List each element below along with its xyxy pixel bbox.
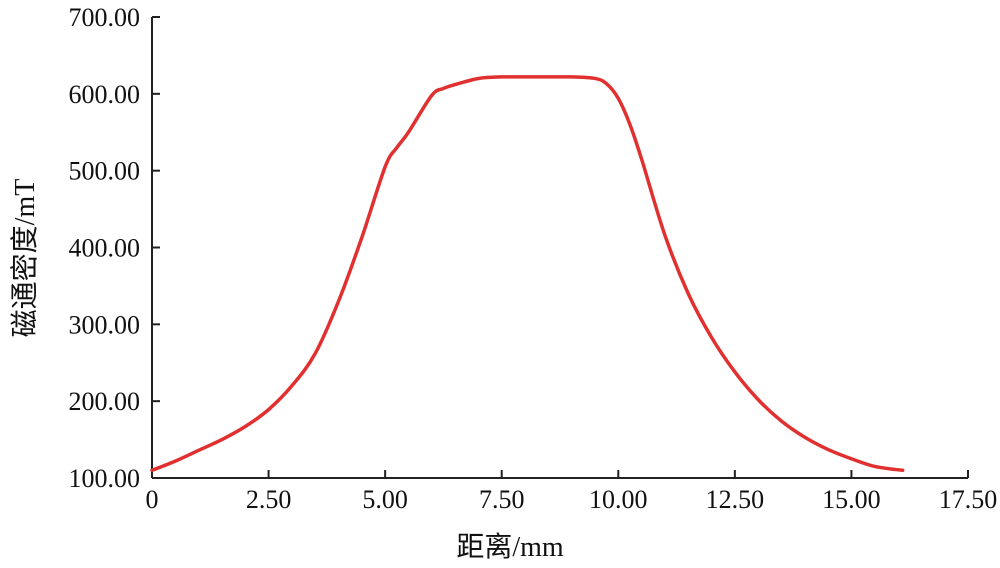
x-tick-label: 5.00 — [362, 485, 408, 514]
y-tick-label: 200.00 — [69, 387, 141, 416]
x-tick-label: 0 — [146, 485, 159, 514]
x-ticks: 0 2.50 5.00 7.50 10.00 12.50 15.00 17.50 — [146, 470, 998, 514]
x-tick-label: 17.50 — [939, 485, 998, 514]
y-tick-label: 700.00 — [69, 3, 141, 32]
y-tick-label: 100.00 — [69, 464, 141, 493]
y-tick-label: 500.00 — [69, 157, 141, 186]
x-tick-label: 15.00 — [822, 485, 881, 514]
series-group — [150, 75, 905, 473]
y-ticks: 100.00 200.00 300.00 400.00 500.00 600.00 700.… — [69, 3, 160, 493]
x-tick-label: 10.00 — [589, 485, 648, 514]
x-tick-label: 2.50 — [246, 485, 292, 514]
y-tick-label: 400.00 — [69, 234, 141, 263]
x-axis-title: 距离/mm — [456, 531, 564, 563]
series-line-0 — [150, 75, 905, 473]
y-tick-label: 600.00 — [69, 80, 141, 109]
y-axis-title: 磁通密度/mT — [9, 179, 41, 338]
x-tick-label: 12.50 — [706, 485, 765, 514]
y-tick-label: 300.00 — [69, 310, 141, 339]
axes — [151, 17, 968, 479]
x-tick-label: 7.50 — [479, 485, 525, 514]
